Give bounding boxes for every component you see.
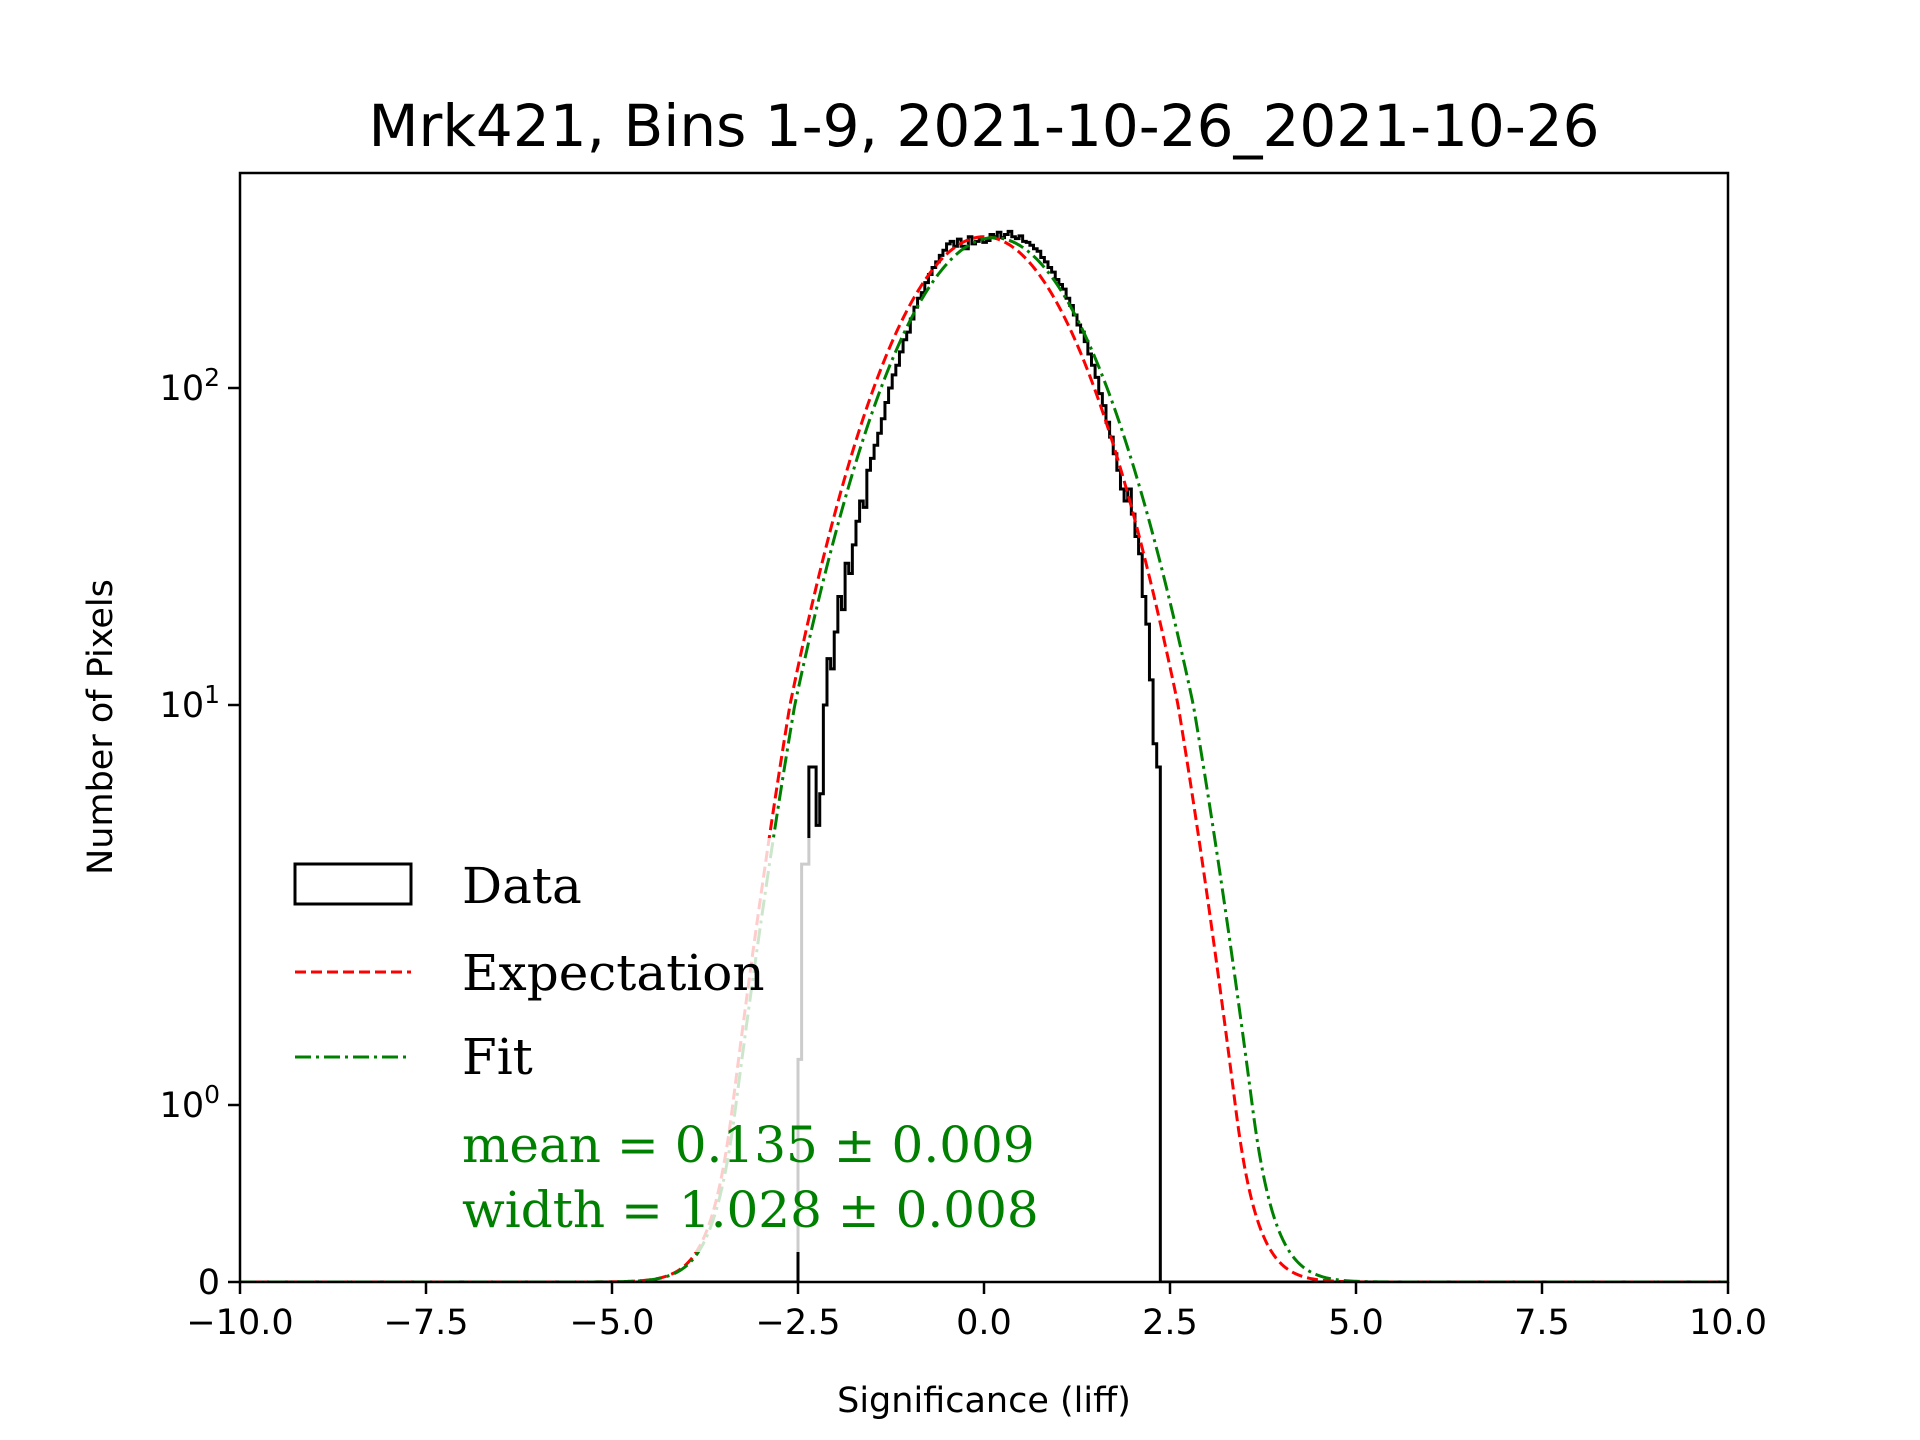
fit-width-annotation: width = 1.028 ± 0.008 <box>462 1181 1039 1239</box>
x-tick-label: 0.0 <box>956 1303 1012 1343</box>
x-tick-label: 10.0 <box>1689 1303 1767 1343</box>
plot-area <box>240 229 1728 1282</box>
y-axis-label: Number of Pixels <box>81 579 121 875</box>
y-tick-label: 0 <box>198 1263 220 1303</box>
x-tick-label: 2.5 <box>1142 1303 1198 1343</box>
y-tick-label: 100 <box>160 1080 220 1126</box>
fit-mean-annotation: mean = 0.135 ± 0.009 <box>462 1116 1035 1174</box>
legend-label-fit: Fit <box>462 1028 533 1086</box>
x-axis: −10.0 −7.5 −5.0 −2.5 0.0 2.5 5.0 7.5 10.0 <box>186 1282 1767 1343</box>
x-tick-label: −2.5 <box>756 1303 841 1343</box>
x-tick-label: −7.5 <box>384 1303 469 1343</box>
fit-curve <box>240 236 1728 1282</box>
legend-swatch-data <box>293 862 413 906</box>
y-tick-label: 101 <box>160 680 220 726</box>
expectation-curve <box>240 235 1728 1282</box>
legend-label-expectation: Expectation <box>462 944 765 1002</box>
chart-title: Mrk421, Bins 1-9, 2021-10-26_2021-10-26 <box>368 92 1599 160</box>
x-tick-label: −10.0 <box>186 1303 293 1343</box>
x-tick-label: 5.0 <box>1328 1303 1384 1343</box>
x-tick-label: 7.5 <box>1514 1303 1570 1343</box>
histogram-bin <box>1153 744 1157 1282</box>
legend: Data Expectation Fit mean = 0.135 ± 0.00… <box>293 857 1039 1239</box>
legend-background <box>272 838 1152 1252</box>
x-axis-label: Significance (liff) <box>837 1381 1131 1421</box>
x-tick-label: −5.0 <box>570 1303 655 1343</box>
y-tick-label: 102 <box>160 363 220 409</box>
legend-label-data: Data <box>462 857 582 915</box>
y-axis: 0 100 101 102 <box>160 363 240 1303</box>
